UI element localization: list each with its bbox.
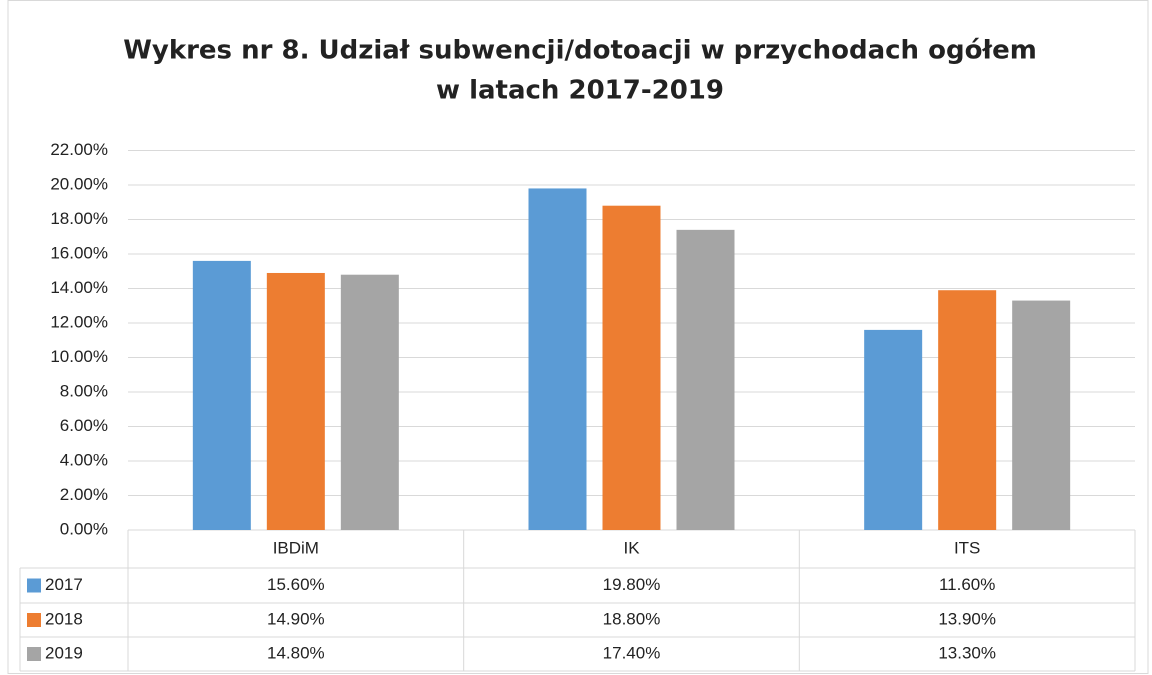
legend-label: 2019 [45, 643, 83, 662]
bar [528, 188, 587, 530]
x-tick-label: IK [623, 538, 640, 557]
data-label: 13.30% [938, 643, 996, 662]
y-tick-label: 12.00% [50, 312, 108, 331]
y-tick-label: 16.00% [50, 243, 108, 262]
y-tick-label: 10.00% [50, 347, 108, 366]
bar [192, 260, 251, 530]
bar [938, 290, 997, 530]
y-tick-label: 6.00% [60, 416, 108, 435]
y-tick-label: 8.00% [60, 381, 108, 400]
y-tick-label: 18.00% [50, 209, 108, 228]
data-label: 17.40% [603, 643, 661, 662]
x-tick-label: ITS [954, 538, 980, 557]
legend-label: 2018 [45, 609, 83, 628]
legend-swatch [27, 647, 41, 661]
chart-title: Wykres nr 8. Udział subwencji/dotoacji w… [123, 36, 1037, 66]
y-tick-label: 14.00% [50, 278, 108, 297]
data-label: 19.80% [603, 575, 661, 594]
bar [266, 272, 325, 530]
legend-swatch [27, 578, 41, 593]
x-tick-label: IBDiM [273, 538, 319, 557]
data-label: 15.60% [267, 575, 325, 594]
bar [864, 329, 923, 530]
bar [602, 205, 661, 530]
legend-swatch [27, 613, 41, 627]
y-tick-label: 22.00% [50, 140, 108, 159]
y-tick-label: 20.00% [50, 174, 108, 193]
legend-label: 2017 [45, 575, 83, 594]
data-label: 18.80% [603, 609, 661, 628]
bar [1012, 300, 1071, 530]
data-label: 14.80% [267, 643, 325, 662]
y-tick-label: 2.00% [60, 485, 108, 504]
bar [340, 274, 399, 530]
chart-title: w latach 2017-2019 [436, 76, 724, 106]
y-tick-label: 4.00% [60, 450, 108, 469]
data-label: 14.90% [267, 609, 325, 628]
data-label: 13.90% [938, 609, 996, 628]
data-label: 11.60% [939, 575, 995, 594]
bar [676, 229, 735, 530]
y-tick-label: 0.00% [60, 519, 108, 538]
